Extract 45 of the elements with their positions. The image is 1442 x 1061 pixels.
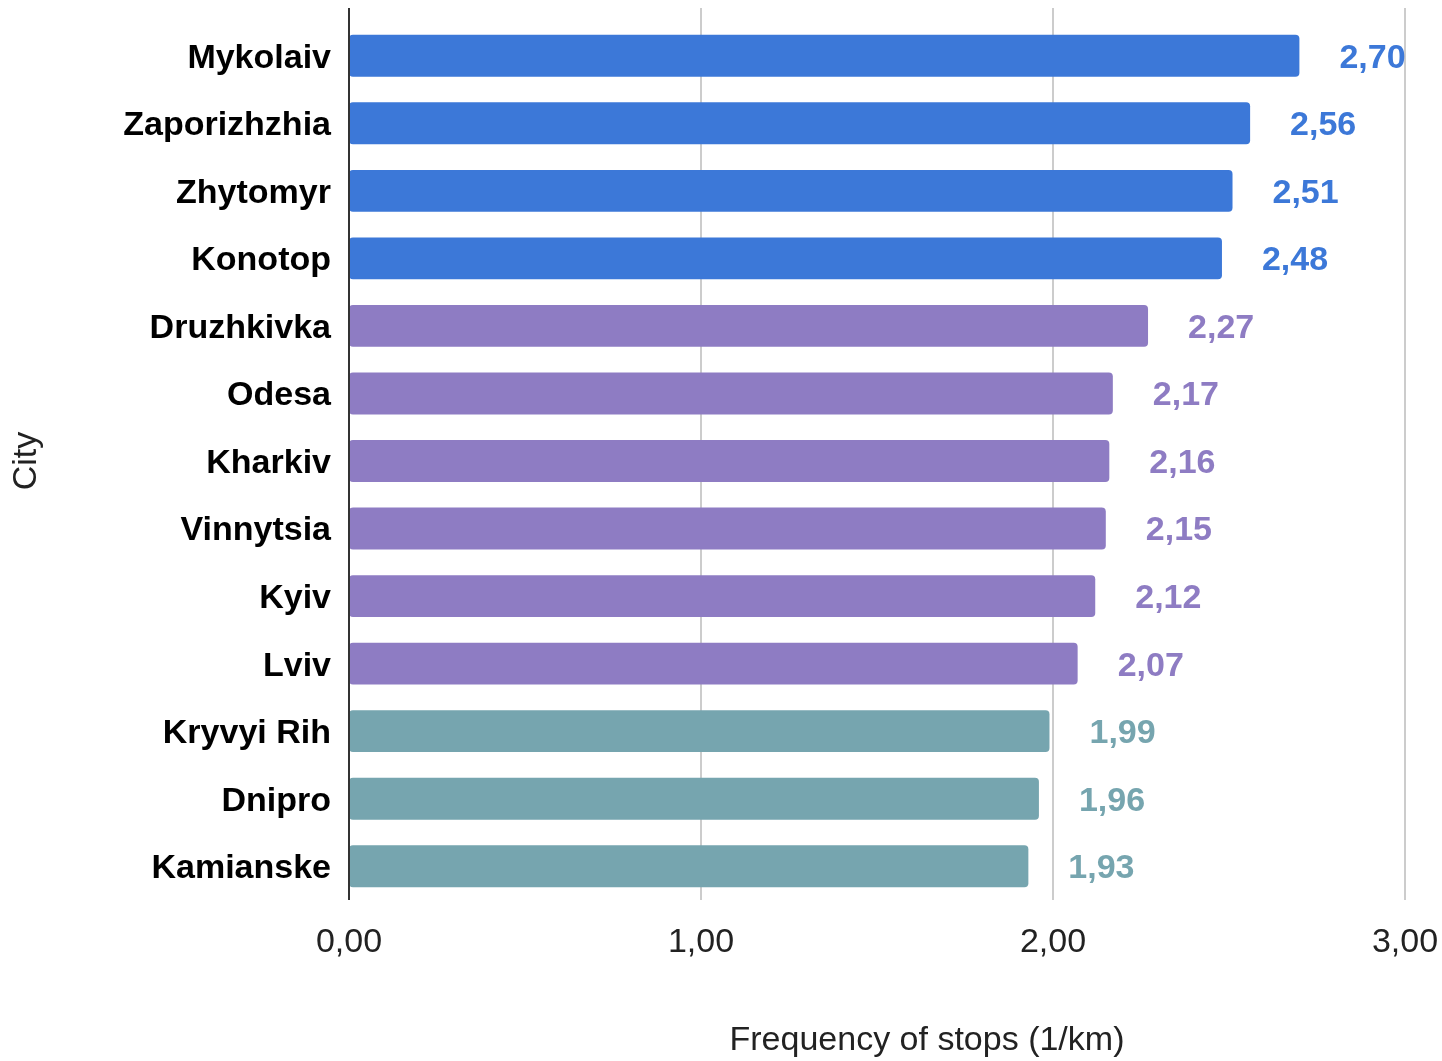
x-axis-title: Frequency of stops (1/km) (729, 1019, 1125, 1057)
bar (349, 710, 1050, 753)
y-tick-label: Kryvyi Rih (162, 712, 331, 751)
bar (349, 642, 1078, 685)
data-label: 2,51 (1272, 171, 1339, 210)
bar (349, 777, 1039, 820)
y-tick-label: Lviv (262, 644, 332, 683)
y-tick-label: Dnipro (221, 779, 331, 818)
data-label: 2,16 (1149, 441, 1216, 480)
y-tick-label: Odesa (227, 374, 333, 413)
bar (349, 575, 1096, 618)
y-tick-label: Druzhkivka (149, 306, 333, 345)
bar (349, 372, 1113, 415)
data-label: 2,12 (1135, 576, 1202, 615)
data-label: 1,93 (1068, 847, 1135, 886)
bar (349, 845, 1029, 888)
data-label: 2,27 (1188, 306, 1255, 345)
data-label: 2,07 (1117, 644, 1184, 683)
x-tick-label: 3,00 (1371, 921, 1439, 959)
x-tick-label: 2,00 (1019, 921, 1087, 959)
y-tick-label: Kharkiv (206, 441, 332, 480)
data-label: 1,96 (1078, 779, 1146, 818)
y-tick-label: Kyiv (259, 576, 332, 615)
data-label: 2,17 (1152, 374, 1220, 413)
x-tick-label: 0,00 (315, 921, 383, 959)
y-tick-label: Mykolaiv (187, 36, 332, 75)
y-tick-label: Zhytomyr (176, 171, 331, 210)
data-label: 2,15 (1145, 509, 1212, 548)
data-label: 2,56 (1290, 104, 1357, 143)
y-tick-label: Vinnytsia (180, 509, 333, 548)
bar (349, 507, 1106, 550)
bar (349, 440, 1110, 482)
y-tick-label: Konotop (191, 239, 331, 278)
data-label: 2,48 (1261, 239, 1329, 278)
bar (349, 34, 1300, 77)
bar (349, 237, 1222, 280)
data-label: 2,70 (1339, 36, 1406, 75)
y-axis-title: City (5, 431, 43, 491)
x-tick-label: 1,00 (667, 921, 735, 959)
bar (349, 304, 1149, 347)
y-tick-label: Zaporizhzhia (123, 104, 333, 143)
bar (349, 169, 1233, 212)
y-tick-label: Kamianske (151, 847, 331, 886)
bar (349, 102, 1251, 145)
data-label: 1,99 (1089, 712, 1156, 751)
